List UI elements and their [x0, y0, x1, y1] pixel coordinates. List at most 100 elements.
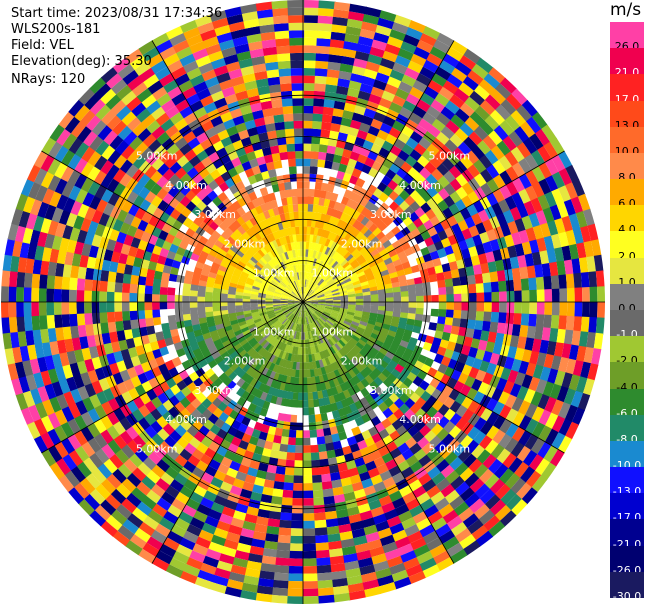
ppi-gate — [342, 172, 353, 183]
ppi-gate — [24, 315, 33, 332]
ppi-gate — [444, 245, 454, 256]
ppi-gate — [293, 467, 303, 476]
ppi-gate — [67, 433, 82, 450]
ppi-gate — [115, 482, 132, 499]
ppi-gate — [459, 102, 476, 118]
ppi-gate — [284, 128, 295, 137]
ppi-gate — [271, 318, 279, 325]
ppi-gate — [309, 295, 318, 300]
ppi-gate — [449, 94, 466, 109]
ppi-gate — [377, 65, 394, 77]
ppi-gate — [267, 457, 279, 467]
ppi-gate — [287, 321, 293, 329]
ppi-gate — [315, 428, 325, 438]
ppi-gate — [517, 254, 527, 269]
ppi-gate — [257, 577, 274, 588]
ppi-gate — [391, 240, 402, 250]
ppi-gate — [114, 281, 123, 293]
ppi-gate — [411, 485, 427, 499]
ppi-gate — [150, 483, 166, 498]
ppi-gate — [561, 372, 573, 390]
ppi-gate — [26, 420, 41, 440]
ppi-gate — [474, 320, 484, 332]
ppi-gate — [423, 86, 440, 100]
ppi-gate — [312, 361, 318, 370]
ppi-gate — [321, 350, 328, 359]
ppi-gate — [500, 367, 512, 382]
ppi-gate — [381, 252, 391, 262]
ppi-gate — [173, 472, 188, 486]
ppi-gate — [540, 462, 557, 481]
ppi-gate — [353, 433, 365, 444]
ppi-gate — [249, 325, 258, 333]
ppi-gate — [511, 411, 525, 428]
ppi-gate — [302, 362, 307, 370]
ppi-gate — [460, 284, 469, 295]
ppi-gate — [301, 596, 319, 605]
ppi-gate — [492, 249, 503, 262]
ppi-gate — [379, 10, 398, 23]
ppi-gate — [372, 268, 381, 276]
ppi-gate — [334, 146, 345, 157]
ppi-gate — [528, 350, 540, 366]
ppi-gate — [415, 307, 424, 316]
ppi-gate — [466, 203, 479, 217]
ppi-gate — [249, 377, 258, 387]
ppi-gate — [240, 326, 250, 333]
ppi-gate — [497, 391, 510, 406]
ppi-gate — [223, 586, 242, 598]
ppi-gate — [389, 102, 404, 114]
ppi-gate — [449, 412, 462, 427]
ppi-gate — [412, 105, 428, 119]
ppi-gate — [420, 92, 436, 107]
ppi-gate — [137, 404, 151, 418]
ppi-gate — [170, 497, 186, 512]
ppi-gate — [162, 510, 179, 525]
ppi-gate — [534, 458, 550, 476]
ppi-gate — [303, 120, 314, 129]
ppi-gate — [272, 319, 280, 326]
ppi-gate — [324, 404, 333, 413]
ppi-gate — [400, 41, 418, 55]
ppi-gate — [529, 289, 538, 303]
ppi-gate — [475, 348, 486, 361]
ppi-gate — [379, 359, 389, 369]
ppi-gate — [182, 307, 191, 315]
ppi-gate — [303, 299, 311, 302]
ppi-gate — [535, 210, 548, 226]
ppi-gate — [360, 478, 374, 489]
ppi-gate — [343, 320, 352, 327]
ppi-gate — [253, 523, 268, 534]
ppi-gate — [247, 498, 261, 509]
ppi-gate — [289, 422, 297, 431]
ppi-gate — [394, 503, 410, 517]
ppi-gate — [546, 368, 559, 385]
ppi-gate — [565, 182, 579, 201]
ppi-gate — [144, 293, 153, 302]
ppi-gate — [413, 448, 427, 462]
ppi-gate — [271, 355, 279, 365]
ppi-gate — [370, 86, 385, 98]
ppi-gate — [406, 530, 423, 544]
ppi-gate — [330, 224, 338, 234]
ppi-gate — [455, 186, 469, 200]
ppi-gate — [573, 316, 582, 333]
ppi-gate — [468, 310, 477, 321]
ppi-gate — [482, 372, 494, 386]
ppi-gate — [388, 392, 400, 404]
ppi-gate — [496, 354, 508, 369]
ppi-gate — [373, 325, 382, 333]
ppi-gate — [310, 303, 318, 306]
ppi-gate — [351, 168, 362, 179]
ppi-gate — [364, 354, 374, 363]
ppi-gate — [360, 387, 370, 398]
ppi-gate — [185, 497, 201, 511]
ppi-gate — [475, 369, 487, 383]
ppi-gate — [287, 0, 305, 8]
ppi-gate — [361, 579, 380, 591]
ppi-gate — [448, 165, 462, 180]
ppi-gate — [302, 347, 306, 355]
ppi-gate — [371, 329, 381, 337]
ppi-gate — [291, 83, 304, 91]
ppi-gate — [375, 72, 391, 84]
